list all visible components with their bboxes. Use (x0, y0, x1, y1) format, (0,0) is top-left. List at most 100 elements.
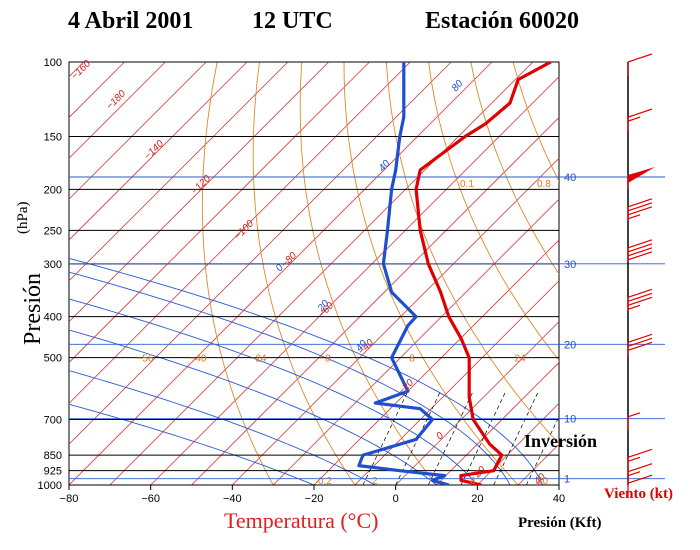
wind-barb-full (627, 239, 653, 249)
mixing-ratio-label: 0.1 (460, 179, 474, 190)
y-tick-label: 300 (44, 259, 62, 271)
isotherm-line (395, 321, 559, 485)
isotherm-line (69, 62, 411, 404)
x-axis-label: Temperatura (°C) (224, 508, 378, 533)
height-axis-ticks: 40 30 20 10 1 (564, 172, 576, 486)
sounding-profiles (357, 62, 552, 485)
wind-barb (627, 448, 653, 472)
isotherm-line (150, 76, 559, 485)
wind-barb-full (627, 206, 653, 216)
wind-barb (627, 198, 653, 221)
moist-adiabat-label: 0 (274, 262, 286, 274)
x-tick-label: 20 (471, 493, 483, 505)
wind-barb-full (627, 288, 653, 298)
y-tick-label: 700 (44, 414, 62, 426)
dry-adiabat-label: −56 (137, 354, 154, 365)
wind-barb-full (627, 251, 653, 261)
mixing-ratio-line (460, 391, 507, 485)
wind-barb (627, 474, 653, 498)
y-tick-label: 250 (44, 225, 62, 237)
wind-barb (627, 108, 653, 132)
isotherm-line (191, 116, 559, 485)
height-tick-label: 1 (564, 474, 570, 486)
x-tick-label: 40 (553, 493, 565, 505)
wind-barb-full (627, 448, 653, 458)
wind-barb-full (627, 333, 653, 343)
height-tick-label: 20 (564, 339, 576, 351)
dry-adiabat-label: −24 (250, 354, 267, 365)
wind-barb-half (627, 471, 641, 477)
isotherm-line (600, 62, 700, 485)
temperature-profile (414, 62, 552, 485)
dry-adiabat-label: −40 (190, 354, 207, 365)
isotherm-line (436, 361, 559, 485)
mixing-ratio-line (526, 415, 559, 485)
isotherm-line (69, 62, 329, 323)
mixing-ratio-line (493, 391, 539, 485)
x-tick-label: −20 (305, 493, 324, 505)
height-tick-label: 40 (564, 172, 576, 184)
mixing-ratio-line (428, 391, 474, 485)
x-tick-label: −60 (141, 493, 160, 505)
wind-barb-half (627, 456, 641, 462)
title-station: Estación 60020 (425, 8, 579, 34)
mixing-ratio-label: 8 (470, 476, 476, 487)
mixing-ratio-label: 2 (372, 476, 378, 487)
isotherm-line (272, 198, 559, 485)
height-tick-label: 10 (564, 414, 576, 426)
height-axis-label: Presión (Kft) (518, 515, 601, 531)
y-axis-unit: (hPa) (15, 202, 31, 235)
isotherm-line (69, 62, 207, 200)
y-tick-label: 500 (44, 353, 62, 365)
isotherm-line (69, 62, 370, 364)
isotherm-line (69, 62, 493, 485)
x-tick-label: −80 (60, 493, 79, 505)
isotherm-line (69, 62, 166, 159)
mixing-ratio-label: 0.2 (318, 476, 332, 487)
wind-barb-full (627, 463, 653, 473)
height-lines (69, 176, 665, 480)
inversion-annotation: Inversión (524, 431, 597, 451)
wind-barb-half (627, 214, 641, 220)
wind-barb (627, 239, 653, 262)
isotherm-line (232, 157, 559, 485)
isotherm-line (477, 402, 559, 485)
isotherm-line (558, 484, 559, 485)
wind-barb-full (627, 296, 653, 306)
wind-barb-full (627, 198, 653, 208)
height-tick-label: 30 (564, 259, 576, 271)
dry-adiabat-label: −8 (319, 354, 331, 365)
wind-barb-half (627, 412, 641, 418)
wind-barb-full (627, 243, 653, 253)
wind-barb (627, 288, 653, 312)
isotherm-line (0, 62, 2, 485)
wind-axis-label: Viento (kt) (604, 486, 673, 502)
x-axis-ticks: −80 −60 −40 −20 0 20 40 (60, 485, 565, 505)
y-tick-label: 925 (44, 466, 62, 478)
dry-adiabat-label: 24 (514, 354, 526, 365)
y-tick-label: 150 (44, 131, 62, 143)
y-tick-label: 850 (44, 450, 62, 462)
wind-barb (627, 53, 653, 76)
isotherm-line (69, 62, 289, 282)
wind-barb (627, 412, 641, 431)
wind-barb-half (627, 304, 641, 310)
y-tick-label: 200 (44, 184, 62, 196)
y-tick-label: 400 (44, 312, 62, 324)
wind-barb-full (627, 474, 653, 484)
isotherm-line (109, 62, 534, 485)
wind-barb (627, 333, 653, 357)
y-tick-label: 1000 (38, 480, 62, 492)
isotherm-line (69, 62, 452, 445)
wind-barb-full (627, 341, 653, 351)
y-axis-label: Presión (20, 273, 46, 345)
mixing-ratio-label: 0.8 (537, 179, 551, 190)
wind-barb-full (627, 337, 653, 347)
wind-barb-full (627, 202, 653, 212)
wind-barbs (627, 53, 655, 498)
title-time: 12 UTC (252, 8, 333, 34)
mixing-ratio-label: 20 (537, 476, 549, 487)
wind-barb (627, 167, 655, 190)
title-date: 4 Abril 2001 (68, 8, 193, 34)
